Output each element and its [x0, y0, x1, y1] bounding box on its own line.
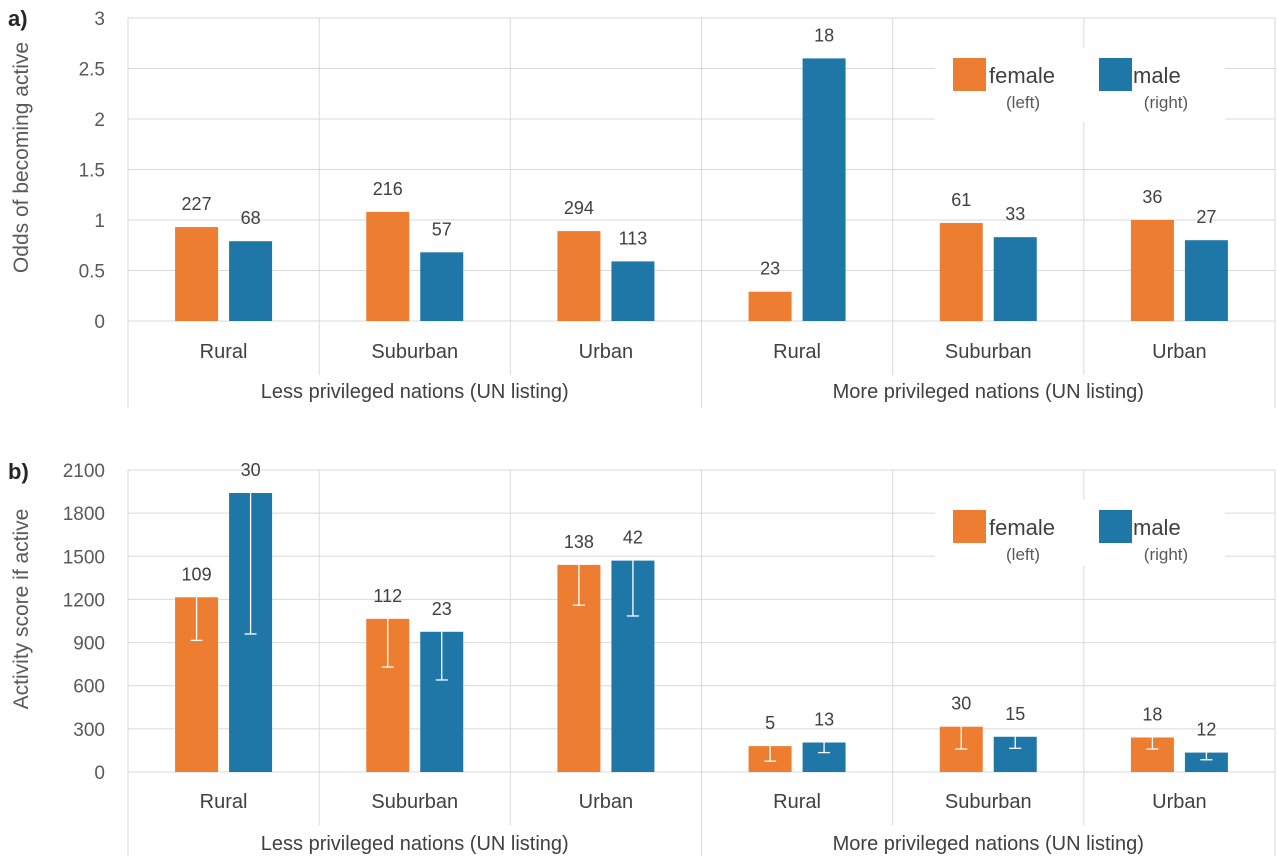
y-tick-label: 2 — [94, 110, 105, 131]
bar-male — [802, 58, 846, 322]
legend-sub-male: (right) — [1144, 93, 1188, 112]
y-axis-title: Odds of becoming active — [10, 42, 33, 273]
panel-label: b) — [8, 459, 29, 484]
data-label-male: 68 — [241, 208, 261, 228]
data-label-male: 30 — [241, 460, 261, 480]
data-label-female: 5 — [765, 713, 775, 733]
y-tick-label: 1.5 — [79, 161, 105, 182]
data-label-female: 109 — [182, 564, 212, 584]
data-label-male: 12 — [1196, 720, 1216, 740]
legend-swatch-female — [953, 510, 986, 543]
category-label: Rural — [773, 341, 821, 363]
bar-female — [1130, 220, 1174, 321]
legend-label-female: female — [989, 63, 1055, 88]
legend-label-male: male — [1133, 515, 1181, 540]
bar-male — [420, 252, 464, 321]
y-tick-label: 3 — [94, 9, 105, 30]
data-label-male: 18 — [814, 25, 834, 45]
category-label: Suburban — [371, 791, 458, 813]
bar-male — [993, 237, 1037, 321]
category-label: Rural — [200, 791, 248, 813]
legend-swatch-male — [1099, 58, 1132, 91]
y-tick-label: 1200 — [63, 590, 105, 611]
bar-female — [939, 223, 983, 321]
y-tick-label: 600 — [73, 677, 105, 698]
data-label-female: 216 — [373, 179, 403, 199]
bar-female — [748, 291, 792, 321]
category-label: Suburban — [371, 341, 458, 363]
category-label: Urban — [1152, 791, 1206, 813]
category-label: Rural — [200, 341, 248, 363]
data-label-male: 23 — [432, 599, 452, 619]
group-label: Less privileged nations (UN listing) — [261, 833, 569, 855]
category-label: Urban — [579, 341, 633, 363]
bar-female — [175, 227, 219, 321]
data-label-male: 15 — [1005, 704, 1025, 724]
y-tick-label: 1 — [94, 211, 105, 232]
bar-male — [1184, 752, 1228, 772]
y-tick-label: 0 — [94, 763, 105, 784]
legend-label-female: female — [989, 515, 1055, 540]
data-label-female: 30 — [951, 694, 971, 714]
bar-male — [611, 261, 655, 321]
data-label-female: 138 — [564, 532, 594, 552]
bar-male — [1184, 240, 1228, 321]
group-label: Less privileged nations (UN listing) — [261, 381, 569, 403]
category-label: Rural — [773, 791, 821, 813]
category-label: Suburban — [945, 791, 1032, 813]
panel-label: a) — [8, 6, 28, 31]
bar-male — [229, 241, 273, 321]
data-label-male: 13 — [814, 710, 834, 730]
data-label-male: 42 — [623, 528, 643, 548]
legend-label-male: male — [1133, 63, 1181, 88]
y-tick-label: 300 — [73, 720, 105, 741]
data-label-male: 27 — [1196, 207, 1216, 227]
bar-female — [557, 231, 601, 321]
group-label: More privileged nations (UN listing) — [833, 833, 1144, 855]
legend-sub-female: (left) — [1006, 545, 1040, 564]
data-label-female: 227 — [182, 194, 212, 214]
category-label: Urban — [1152, 341, 1206, 363]
legend-sub-female: (left) — [1006, 93, 1040, 112]
y-tick-label: 0.5 — [79, 262, 105, 283]
category-label: Urban — [579, 791, 633, 813]
data-label-male: 33 — [1005, 204, 1025, 224]
group-label: More privileged nations (UN listing) — [833, 381, 1144, 403]
data-label-female: 294 — [564, 198, 594, 218]
y-tick-label: 1800 — [63, 504, 105, 525]
data-label-female: 112 — [373, 586, 402, 606]
data-label-male: 113 — [619, 228, 648, 248]
y-tick-label: 0 — [94, 312, 105, 333]
legend-swatch-male — [1099, 510, 1132, 543]
data-label-male: 57 — [432, 219, 452, 239]
legend-sub-male: (right) — [1144, 545, 1188, 564]
data-label-female: 61 — [951, 190, 971, 210]
category-label: Suburban — [945, 341, 1032, 363]
y-axis-title: Activity score if active — [10, 509, 33, 710]
data-label-female: 36 — [1142, 187, 1162, 207]
data-label-female: 23 — [760, 259, 780, 279]
y-tick-label: 2100 — [63, 461, 105, 482]
legend-swatch-female — [953, 58, 986, 91]
y-tick-label: 900 — [73, 634, 105, 655]
bar-female — [366, 211, 410, 321]
y-tick-label: 2.5 — [79, 60, 105, 81]
data-label-female: 18 — [1142, 704, 1162, 724]
y-tick-label: 1500 — [63, 547, 105, 568]
